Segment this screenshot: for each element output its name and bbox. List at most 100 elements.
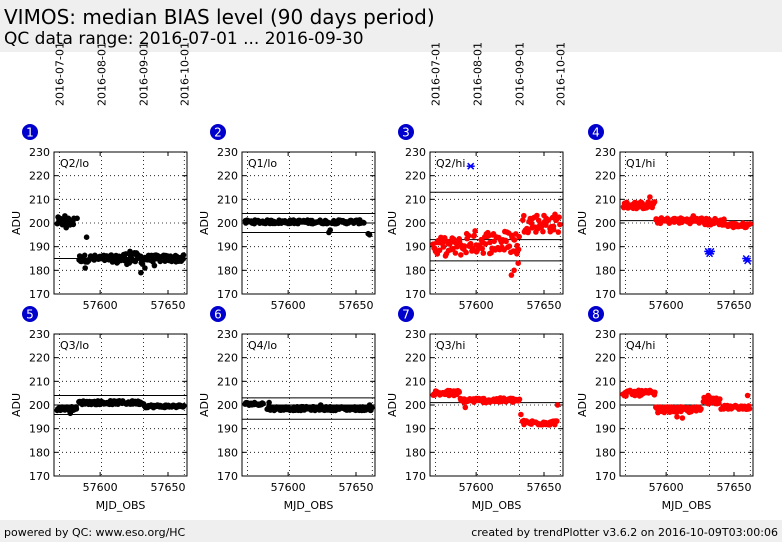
data-point xyxy=(515,246,522,253)
data-point xyxy=(516,396,523,403)
data-point xyxy=(458,252,464,258)
data-point xyxy=(521,212,527,219)
footer-powered-by: powered by QC: www.eso.org/HC xyxy=(4,526,186,539)
data-point xyxy=(74,215,80,222)
x-axis-label: MJD_OBS xyxy=(96,499,146,512)
y-tick-label: 180 xyxy=(405,264,426,277)
y-tick-label: 220 xyxy=(29,352,50,365)
data-point xyxy=(491,238,498,245)
data-point xyxy=(480,250,487,256)
date-tick-label: 2016-09-01 xyxy=(514,42,527,106)
y-axis-label: ADU xyxy=(198,393,211,417)
y-tick-label: 170 xyxy=(29,470,50,483)
y-tick-label: 170 xyxy=(217,470,238,483)
panel-number: 6 xyxy=(214,308,222,322)
date-tick-label: 2016-07-01 xyxy=(429,42,442,106)
data-point xyxy=(721,216,727,222)
data-point xyxy=(440,244,447,250)
data-point xyxy=(465,232,472,239)
y-tick-label: 200 xyxy=(217,217,238,230)
page-title: VIMOS: median BIAS level (90 days period… xyxy=(4,5,435,29)
y-tick-label: 210 xyxy=(217,375,238,388)
y-tick-label: 180 xyxy=(29,264,50,277)
x-axis-label: MJD_OBS xyxy=(284,499,334,512)
y-tick-label: 200 xyxy=(29,217,50,230)
data-point xyxy=(81,252,88,259)
y-tick-label: 190 xyxy=(217,423,238,436)
data-point xyxy=(511,237,518,243)
y-tick-label: 200 xyxy=(29,399,50,412)
x-tick-label: 57650 xyxy=(527,299,562,312)
panel-number: 2 xyxy=(214,126,222,140)
y-tick-label: 170 xyxy=(217,288,238,301)
x-tick-label: 57600 xyxy=(459,481,494,494)
data-point xyxy=(747,221,753,227)
data-point xyxy=(652,389,658,396)
data-point xyxy=(260,400,266,407)
y-tick-label: 180 xyxy=(595,264,616,277)
data-point xyxy=(138,269,144,276)
x-tick-label: 57600 xyxy=(459,299,494,312)
y-tick-label: 230 xyxy=(405,146,426,159)
data-point xyxy=(180,252,187,258)
y-tick-label: 180 xyxy=(595,446,616,459)
data-point xyxy=(744,392,751,399)
panel-number: 7 xyxy=(402,308,410,322)
data-point xyxy=(557,221,563,228)
y-tick-label: 230 xyxy=(217,328,238,341)
panel-label: Q3/lo xyxy=(60,339,89,352)
x-tick-label: 57650 xyxy=(527,481,562,494)
y-axis-label: ADU xyxy=(10,393,23,417)
y-tick-label: 210 xyxy=(29,375,50,388)
date-tick-label: 2016-08-01 xyxy=(472,42,485,106)
data-point xyxy=(506,243,513,249)
data-point xyxy=(317,402,324,408)
panel-8: 170 180 190 200 210 220 230 57600 57650 ADU MJD_OB… xyxy=(576,306,754,512)
y-axis-label: ADU xyxy=(386,211,399,235)
data-point xyxy=(151,262,158,269)
y-tick-label: 180 xyxy=(217,446,238,459)
x-tick-label: 57600 xyxy=(271,299,306,312)
panel-label: Q2/hi xyxy=(436,157,465,170)
y-tick-label: 170 xyxy=(405,288,426,301)
data-point xyxy=(463,249,469,256)
data-point xyxy=(556,214,562,220)
outlier-marker xyxy=(466,162,475,170)
y-tick-label: 180 xyxy=(405,446,426,459)
footer-created-by: created by trendPlotter v3.6.2 on 2016-1… xyxy=(471,526,778,539)
x-tick-label: 57650 xyxy=(339,481,374,494)
y-tick-label: 190 xyxy=(595,241,616,254)
data-point xyxy=(554,402,561,408)
data-point xyxy=(717,396,723,402)
data-point xyxy=(516,233,522,240)
y-tick-label: 190 xyxy=(29,423,50,436)
y-tick-label: 190 xyxy=(405,241,426,254)
data-point xyxy=(436,247,443,254)
panel-number-badge xyxy=(398,124,414,140)
x-tick-label: 57600 xyxy=(649,481,684,494)
x-tick-label: 57650 xyxy=(339,299,374,312)
y-tick-label: 230 xyxy=(595,146,616,159)
data-point xyxy=(518,411,524,418)
data-point xyxy=(746,405,753,412)
y-tick-label: 200 xyxy=(595,399,616,412)
data-point xyxy=(456,389,463,396)
panel-7: 170 180 190 200 210 220 230 57600 57650 ADU MJD_OB… xyxy=(386,306,564,512)
y-tick-label: 220 xyxy=(595,170,616,183)
data-point xyxy=(446,392,452,399)
panel-label: Q4/lo xyxy=(248,339,277,352)
x-tick-label: 57650 xyxy=(151,299,186,312)
data-point xyxy=(366,232,373,238)
y-tick-label: 170 xyxy=(595,470,616,483)
data-point xyxy=(555,229,562,235)
x-tick-label: 57650 xyxy=(717,481,752,494)
data-point xyxy=(511,267,517,274)
panel-number-badge xyxy=(210,124,226,140)
date-tick-label: 2016-08-01 xyxy=(96,42,109,106)
x-tick-label: 57600 xyxy=(83,299,118,312)
data-point xyxy=(63,224,69,231)
data-point xyxy=(180,256,186,262)
y-tick-label: 180 xyxy=(217,264,238,277)
y-tick-label: 180 xyxy=(29,446,50,459)
data-point xyxy=(83,234,90,240)
